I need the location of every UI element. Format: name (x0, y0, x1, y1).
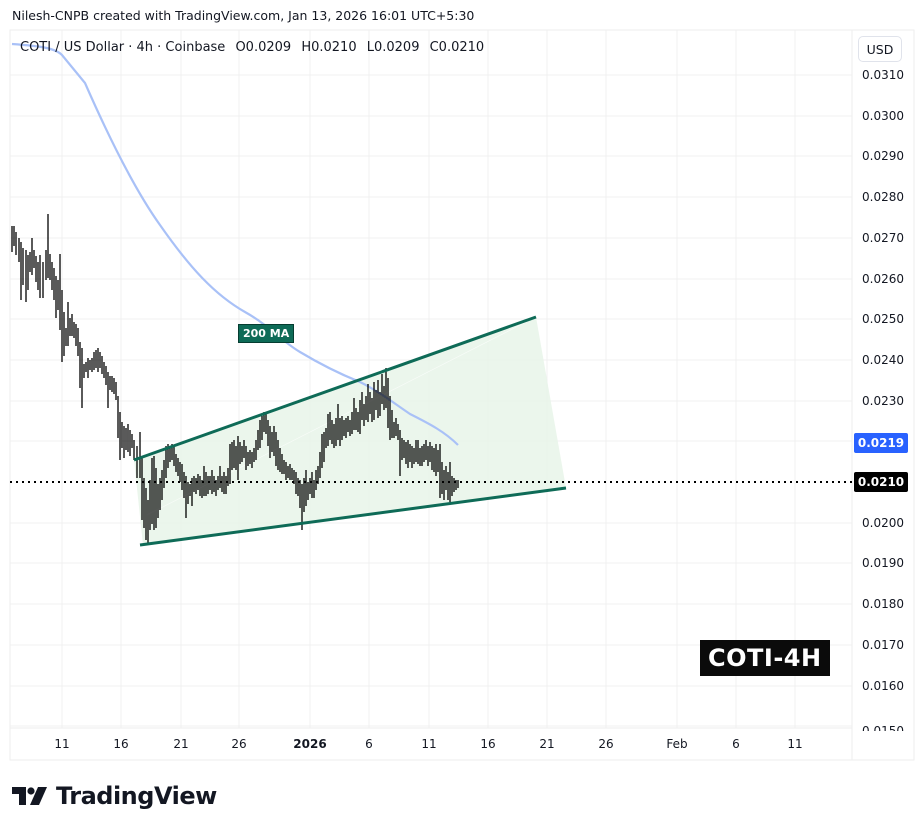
price-tick: 0.0160 (862, 679, 904, 693)
price-tick: 0.0180 (862, 597, 904, 611)
price-tick: 0.0290 (862, 149, 904, 163)
tradingview-logo-icon (12, 787, 47, 805)
time-tick: 11 (787, 737, 803, 751)
price-tick: 0.0240 (862, 353, 904, 367)
time-tick: 16 (113, 737, 129, 751)
time-tick: 26 (598, 737, 614, 751)
vertical-grid (61, 30, 796, 728)
tradingview-logo-text: TradingView (56, 782, 217, 810)
price-tick: 0.0250 (862, 312, 904, 326)
legend-open: O0.0209 (235, 40, 292, 55)
time-tick-year: 2026 (293, 737, 327, 751)
time-tick: 11 (421, 737, 437, 751)
time-tick: Feb (666, 737, 688, 751)
legend-close: C0.0210 (429, 40, 485, 55)
price-tick: 0.0300 (862, 109, 904, 123)
price-tick: 0.0190 (862, 556, 904, 570)
ma-200-line (11, 42, 459, 446)
time-tick: 6 (365, 737, 373, 751)
price-bars (11, 214, 459, 545)
chart-frame (9, 29, 915, 761)
ma-price-badge: 0.0219 (854, 433, 908, 453)
attribution-text: Nilesh-CNPB created with TradingView.com… (12, 8, 475, 23)
wedge-lower-trendline[interactable] (139, 486, 567, 547)
time-tick: 26 (231, 737, 247, 751)
legend-high: H0.0210 (301, 40, 357, 55)
last-price-badge: 0.0210 (854, 472, 908, 492)
time-tick: 6 (732, 737, 740, 751)
legend-symbol: COTI / US Dollar · 4h · Coinbase (20, 40, 226, 55)
time-tick: 16 (480, 737, 496, 751)
price-tick: 0.0150 (862, 724, 904, 731)
price-tick: 0.0260 (862, 272, 904, 286)
time-tick: 21 (173, 737, 189, 751)
price-tick: 0.0280 (862, 190, 904, 204)
price-tick: 0.0230 (862, 394, 904, 408)
wedge-upper-trendline[interactable] (133, 315, 537, 462)
legend-low: L0.0209 (366, 40, 420, 55)
currency-button[interactable]: USD (858, 36, 902, 62)
ma-200-label: 200 MA (238, 324, 295, 343)
time-tick: 21 (539, 737, 555, 751)
chart-legend: COTI / US Dollar · 4h · Coinbase O0.0209… (20, 40, 490, 55)
price-tick: 0.0200 (862, 516, 904, 530)
tradingview-logo[interactable]: TradingView (12, 782, 217, 810)
price-tick: 0.0270 (862, 231, 904, 245)
price-tick: 0.0170 (862, 638, 904, 652)
price-tick: 0.0310 (862, 68, 904, 82)
time-tick: 11 (54, 737, 70, 751)
symbol-watermark: COTI-4H (700, 640, 830, 676)
